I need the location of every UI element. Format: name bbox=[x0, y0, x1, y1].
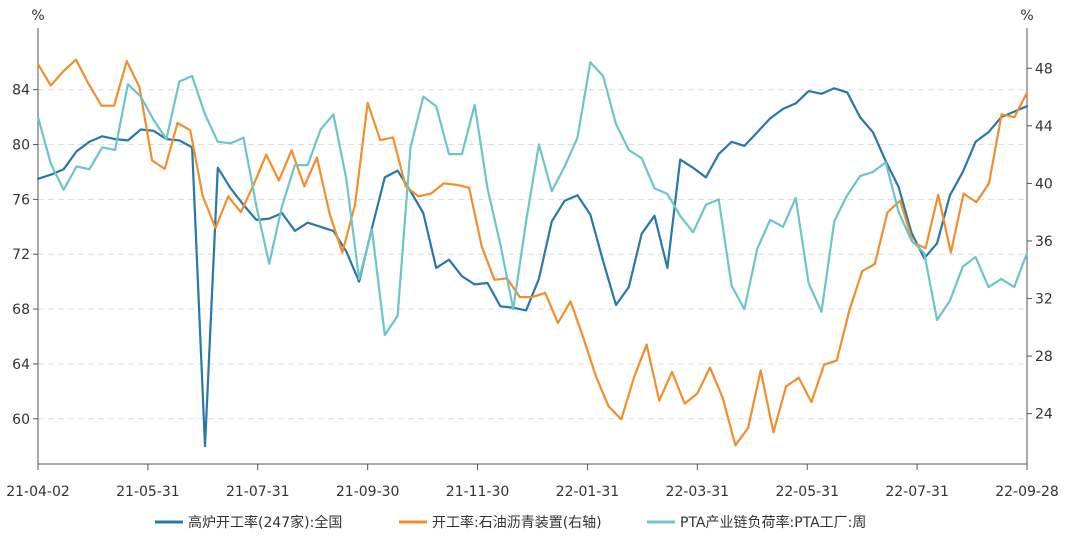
series-line-2 bbox=[36, 58, 1029, 447]
x-axis-tick-label: 22-03-31 bbox=[666, 484, 730, 500]
series-line-1 bbox=[36, 87, 1029, 448]
x-axis-tick-label: 21-11-30 bbox=[446, 484, 510, 500]
x-axis-tick-label: 21-04-02 bbox=[6, 484, 70, 500]
legend-label-2: 开工率:石油沥青装置(右轴) bbox=[432, 514, 602, 531]
gridlines bbox=[38, 89, 1027, 420]
x-axis-tick-label: 22-05-31 bbox=[775, 484, 839, 500]
x-axis-tick-label: 22-09-28 bbox=[995, 484, 1059, 500]
legend-label-3: PTA产业链负荷率:PTA工厂:周 bbox=[680, 514, 866, 531]
x-axis-tick-label: 22-07-31 bbox=[885, 484, 949, 500]
axes: 60 64 68 72 76 80 84 24 28 32 36 40 44 48 21-04-02 21-0… bbox=[6, 28, 1059, 500]
right-axis-unit: % bbox=[1020, 8, 1033, 24]
series-lines bbox=[36, 58, 1029, 448]
x-axis-tick-label: 21-09-30 bbox=[336, 484, 400, 500]
right-axis-tick-label: 48 bbox=[1035, 61, 1053, 77]
left-axis-tick-label: 76 bbox=[12, 192, 30, 208]
right-axis-tick-label: 28 bbox=[1035, 349, 1053, 365]
right-axis-tick-label: 36 bbox=[1035, 234, 1053, 250]
left-axis-tick-label: 68 bbox=[12, 302, 30, 318]
x-axis-tick-label: 21-05-31 bbox=[116, 484, 180, 500]
right-axis-tick-label: 40 bbox=[1035, 176, 1053, 192]
left-axis-tick-label: 64 bbox=[12, 357, 30, 373]
right-axis-tick-label: 24 bbox=[1035, 407, 1053, 423]
left-axis-tick-label: 80 bbox=[12, 138, 30, 154]
x-axis-tick-label: 22-01-31 bbox=[556, 484, 620, 500]
left-axis-tick-label: 60 bbox=[12, 412, 30, 428]
right-axis-tick-label: 32 bbox=[1035, 292, 1053, 308]
series-line-3 bbox=[36, 61, 1029, 337]
left-axis-unit: % bbox=[31, 8, 44, 24]
legend: 高炉开工率(247家):全国 开工率:石油沥青装置(右轴) PTA产业链负荷率:PT… bbox=[155, 514, 866, 531]
left-axis-tick-label: 72 bbox=[12, 247, 30, 263]
legend-label-1: 高炉开工率(247家):全国 bbox=[188, 514, 342, 531]
x-axis-tick-label: 21-07-31 bbox=[226, 484, 290, 500]
left-axis-tick-label: 84 bbox=[12, 83, 30, 99]
right-axis-tick-label: 44 bbox=[1035, 119, 1053, 135]
